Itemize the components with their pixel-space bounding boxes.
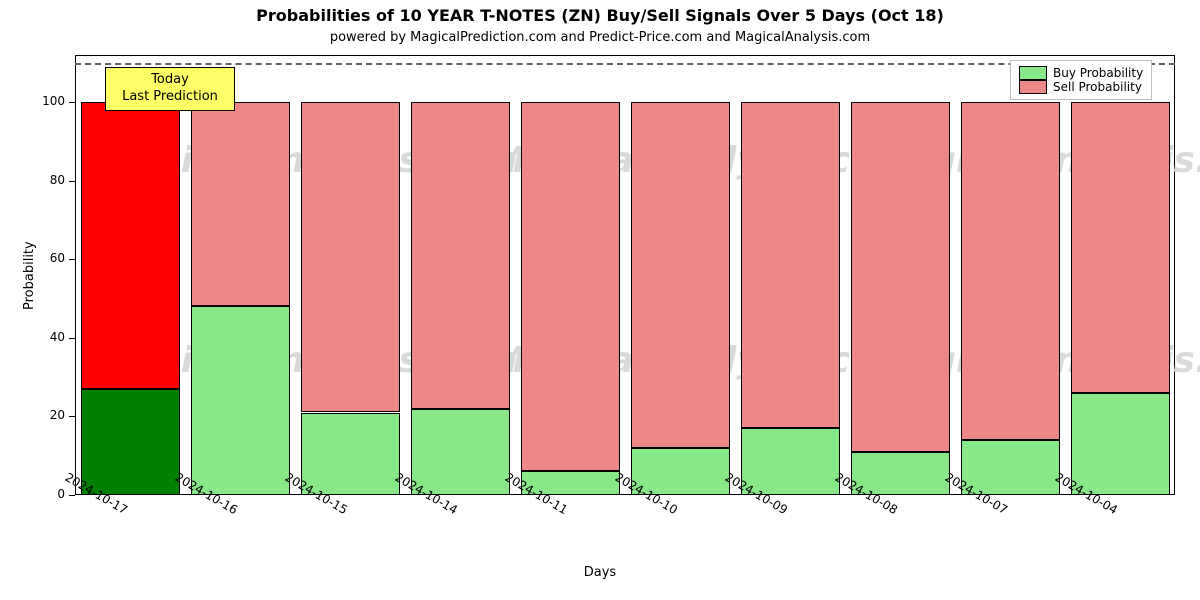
y-tick-mark: [69, 495, 75, 496]
legend-swatch-buy: [1019, 66, 1047, 80]
sell-bar: [851, 102, 950, 452]
sell-bar: [521, 102, 620, 471]
buy-bar: [301, 413, 400, 496]
buy-bar: [411, 409, 510, 495]
legend-row-buy: Buy Probability: [1019, 66, 1143, 80]
legend-swatch-sell: [1019, 80, 1047, 94]
chart-subtitle: powered by MagicalPrediction.com and Pre…: [0, 30, 1200, 45]
sell-bar: [741, 102, 840, 428]
x-axis-label: Days: [0, 565, 1200, 580]
legend: Buy Probability Sell Probability: [1010, 60, 1152, 100]
y-tick-label: 60: [30, 251, 65, 265]
sell-bar: [191, 102, 290, 306]
chart-container: Probabilities of 10 YEAR T-NOTES (ZN) Bu…: [0, 0, 1200, 600]
today-annotation: Today Last Prediction: [105, 67, 235, 111]
sell-bar: [81, 102, 180, 389]
buy-bar: [191, 306, 290, 495]
legend-label-buy: Buy Probability: [1053, 66, 1143, 80]
sell-bar: [631, 102, 730, 448]
y-tick-label: 40: [30, 330, 65, 344]
chart-title: Probabilities of 10 YEAR T-NOTES (ZN) Bu…: [0, 6, 1200, 25]
legend-label-sell: Sell Probability: [1053, 80, 1142, 94]
sell-bar: [961, 102, 1060, 440]
y-tick-mark: [69, 102, 75, 103]
y-tick-mark: [69, 181, 75, 182]
sell-bar: [411, 102, 510, 408]
sell-bar: [1071, 102, 1170, 393]
annotation-line1: Today: [114, 72, 226, 89]
y-tick-label: 80: [30, 173, 65, 187]
y-tick-mark: [69, 259, 75, 260]
y-tick-mark: [69, 338, 75, 339]
y-tick-mark: [69, 416, 75, 417]
y-tick-label: 20: [30, 408, 65, 422]
legend-row-sell: Sell Probability: [1019, 80, 1143, 94]
annotation-line2: Last Prediction: [114, 89, 226, 106]
buy-bar: [1071, 393, 1170, 495]
buy-bar: [81, 389, 180, 495]
y-tick-label: 0: [30, 487, 65, 501]
y-tick-label: 100: [30, 94, 65, 108]
sell-bar: [301, 102, 400, 412]
